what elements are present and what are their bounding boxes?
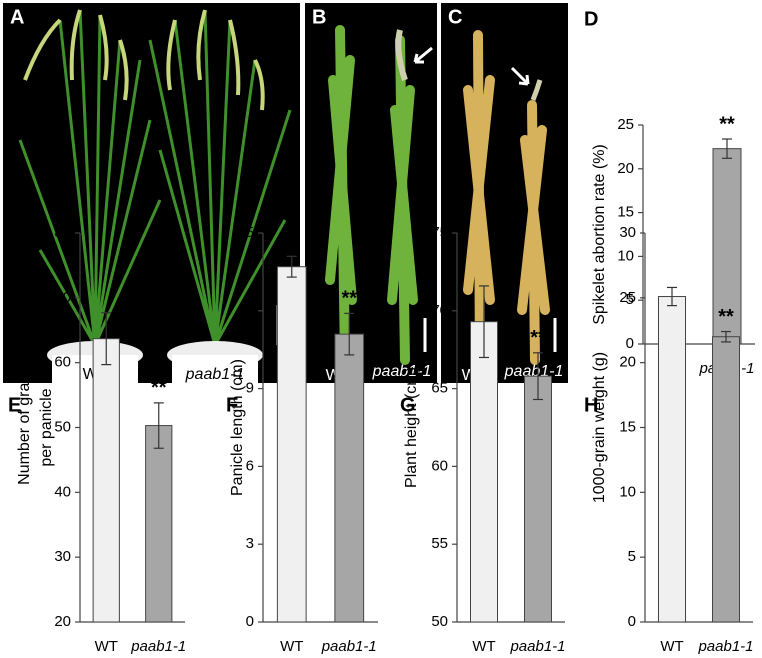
photo-a: A WT paab1-1 (3, 3, 300, 383)
group-label: paab1-1 (185, 366, 245, 383)
aborted-spikelets (530, 79, 543, 101)
arrow (510, 66, 530, 86)
bar (658, 296, 686, 623)
bar (524, 375, 552, 623)
y-tick-label: 15 (619, 418, 636, 435)
x-tick-label: paab1-1 (321, 638, 377, 655)
y-tick-label: 5 (628, 548, 636, 565)
panel-label: C (448, 6, 462, 28)
aborted-spikelets (395, 29, 408, 81)
photo-background (305, 3, 437, 383)
y-axis-label: per panicle (38, 388, 55, 466)
y-axis-label: Plant height (cm) (403, 367, 420, 488)
x-tick-label: paab1-1 (697, 638, 753, 655)
panicle (463, 30, 550, 365)
significance: ** (341, 288, 357, 310)
x-tick-label: paab1-1 (509, 638, 565, 655)
y-tick-label: 30 (619, 224, 636, 241)
y-tick-label: 30 (54, 548, 71, 565)
y-axis-label: Number of grain (16, 370, 33, 485)
y-tick-label: 10 (619, 483, 636, 500)
x-tick-label: WT (95, 638, 118, 655)
plant (18, 9, 292, 346)
significance: ** (719, 113, 735, 135)
arrow (413, 46, 433, 64)
y-tick-label: 70 (54, 289, 71, 306)
y-tick-label: 50 (431, 613, 448, 630)
photo-b: B WT paab1-1 (305, 3, 437, 384)
y-tick-label: 5 (626, 291, 634, 308)
bar (92, 338, 120, 623)
y-tick-label: 60 (431, 457, 448, 474)
bar (276, 266, 307, 623)
y-axis-label: Panicle length (cm) (229, 359, 246, 496)
y-tick-label: 15 (617, 204, 634, 221)
y-tick-label: 50 (54, 418, 71, 435)
bar (334, 333, 365, 623)
x-tick-label: WT (472, 638, 495, 655)
significance: ** (718, 306, 734, 328)
bar (145, 425, 173, 623)
y-tick-label: 70 (431, 302, 448, 319)
panicle (23, 9, 265, 111)
y-tick-label: 20 (54, 613, 71, 630)
y-tick-label: 6 (246, 457, 254, 474)
y-tick-label: 75 (431, 224, 448, 241)
group-label: paab1-1 (372, 363, 432, 380)
pot (172, 355, 258, 383)
x-tick-label: WT (660, 638, 683, 655)
photo-c: C WT paab1-1 (441, 3, 568, 384)
y-tick-label: 9 (246, 380, 254, 397)
y-tick-label: 40 (54, 483, 71, 500)
y-axis-label: Spikelet abortion rate (%) (591, 144, 608, 325)
photo-background (3, 3, 300, 383)
panel-label: F (226, 394, 238, 416)
bar (712, 336, 740, 623)
y-tick-label: 25 (619, 289, 636, 306)
y-tick-label: 20 (619, 354, 636, 371)
y-axis-label: 1000-grain weight (g) (591, 352, 608, 503)
y-tick-label: 80 (54, 224, 71, 241)
panel-label: B (312, 6, 326, 28)
y-tick-label: 25 (617, 116, 634, 133)
panel-label: D (584, 8, 598, 30)
y-tick-label: 20 (617, 160, 634, 177)
y-tick-label: 0 (246, 613, 254, 630)
panel-label: E (8, 394, 21, 416)
panel-label: G (400, 394, 416, 416)
panicle (325, 25, 418, 365)
y-tick-label: 3 (246, 535, 254, 552)
y-tick-label: 10 (617, 247, 634, 264)
y-tick-label: 0 (628, 613, 636, 630)
bar (470, 321, 498, 623)
significance: ** (530, 327, 546, 349)
x-tick-label: WT (280, 638, 303, 655)
y-tick-label: 12 (237, 302, 254, 319)
y-tick-label: 15 (237, 224, 254, 241)
significance: ** (151, 377, 167, 399)
panel-label: H (584, 394, 598, 416)
y-tick-label: 0 (626, 335, 634, 352)
y-tick-label: 65 (431, 380, 448, 397)
bar (712, 148, 742, 345)
panel-label: A (10, 6, 24, 28)
y-tick-label: 60 (54, 354, 71, 371)
photo-background (441, 3, 568, 383)
x-tick-label: paab1-1 (130, 638, 186, 655)
y-tick-label: 55 (431, 535, 448, 552)
